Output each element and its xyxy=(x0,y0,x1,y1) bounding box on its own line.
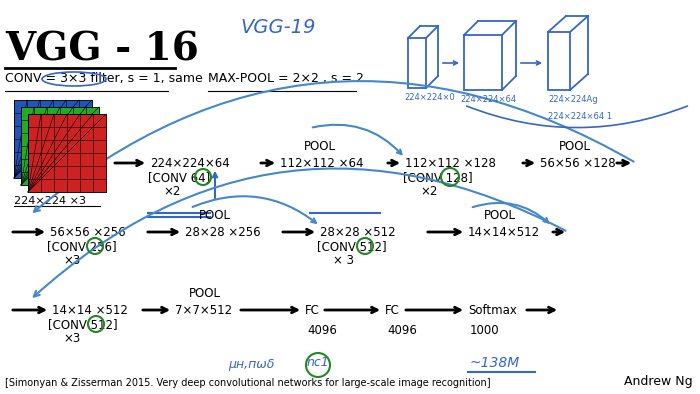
Text: 4096: 4096 xyxy=(307,324,337,337)
Text: 224×224×64 1: 224×224×64 1 xyxy=(548,112,612,121)
Text: 14×14 ×512: 14×14 ×512 xyxy=(52,303,128,316)
Text: 224×224×64: 224×224×64 xyxy=(460,95,516,104)
Text: MAX-POOL = 2×2 , s = 2: MAX-POOL = 2×2 , s = 2 xyxy=(208,72,364,85)
Text: 224×224 ×3: 224×224 ×3 xyxy=(14,196,86,206)
Bar xyxy=(14,100,92,178)
Text: 1000: 1000 xyxy=(470,324,500,337)
Bar xyxy=(408,38,426,88)
Text: μн,пωδ: μн,пωδ xyxy=(228,358,274,371)
Text: FC: FC xyxy=(305,303,320,316)
Text: [CONV 128]: [CONV 128] xyxy=(403,171,473,184)
Bar xyxy=(21,107,99,185)
Text: 7×7×512: 7×7×512 xyxy=(175,303,232,316)
Bar xyxy=(464,35,502,90)
Text: 224×224×64: 224×224×64 xyxy=(150,156,230,169)
Text: 4096: 4096 xyxy=(387,324,417,337)
Text: POOL: POOL xyxy=(189,287,221,300)
Text: [CONV 512]: [CONV 512] xyxy=(317,240,386,253)
Text: 112×112 ×128: 112×112 ×128 xyxy=(405,156,496,169)
Text: nc1: nc1 xyxy=(307,356,330,369)
Text: ×3: ×3 xyxy=(63,332,80,345)
Text: 56×56 ×128: 56×56 ×128 xyxy=(540,156,615,169)
Text: ×2: ×2 xyxy=(420,185,438,198)
Text: 224×224Ag: 224×224Ag xyxy=(548,95,598,104)
Text: [CONV 512]: [CONV 512] xyxy=(48,318,118,331)
Text: [CONV 256]: [CONV 256] xyxy=(47,240,117,253)
Text: VGG-19: VGG-19 xyxy=(240,18,316,37)
Text: POOL: POOL xyxy=(199,209,231,222)
Text: POOL: POOL xyxy=(304,140,336,153)
Text: 112×112 ×64: 112×112 ×64 xyxy=(280,156,363,169)
Text: Softmax: Softmax xyxy=(468,303,517,316)
Text: VGG - 16: VGG - 16 xyxy=(5,30,199,68)
Text: 56×56 ×256: 56×56 ×256 xyxy=(50,225,125,238)
Text: ×2: ×2 xyxy=(163,185,181,198)
Text: × 3: × 3 xyxy=(333,254,354,267)
Text: 224×224×0: 224×224×0 xyxy=(404,93,455,102)
Bar xyxy=(28,114,106,192)
Text: 28×28 ×256: 28×28 ×256 xyxy=(185,225,260,238)
Text: 14×14×512: 14×14×512 xyxy=(468,225,540,238)
Text: 28×28 ×512: 28×28 ×512 xyxy=(320,225,396,238)
Text: [CONV 64]: [CONV 64] xyxy=(148,171,210,184)
Text: CONV = 3×3 filter, s = 1, same: CONV = 3×3 filter, s = 1, same xyxy=(5,72,203,85)
Text: POOL: POOL xyxy=(484,209,516,222)
Text: FC: FC xyxy=(385,303,400,316)
Text: ×3: ×3 xyxy=(63,254,80,267)
Text: [Simonyan & Zisserman 2015. Very deep convolutional networks for large-scale ima: [Simonyan & Zisserman 2015. Very deep co… xyxy=(5,378,491,388)
Text: ~138M: ~138M xyxy=(470,356,520,370)
Text: Andrew Ng: Andrew Ng xyxy=(624,375,693,388)
Text: POOL: POOL xyxy=(559,140,591,153)
Bar xyxy=(548,32,570,90)
